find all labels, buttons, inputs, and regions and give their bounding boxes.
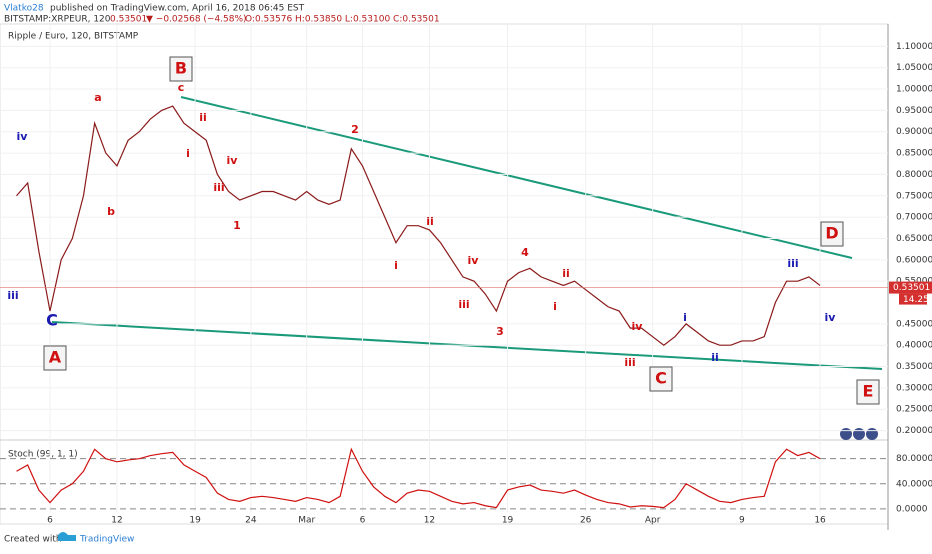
wave-label: i [394, 259, 398, 272]
y-tick-label: 0.30000 [896, 383, 932, 393]
logo [58, 532, 76, 541]
wave-label: iv [632, 320, 644, 333]
countdown-badge [899, 293, 927, 305]
wave-label: C [655, 369, 667, 388]
wave-label: E [863, 382, 874, 401]
last-price-badge [889, 281, 932, 294]
wave-label: iii [7, 289, 18, 302]
wave-label: ii [562, 267, 570, 280]
annotation-box [43, 345, 67, 371]
annotation-box [856, 379, 880, 405]
wave-label: 1 [233, 219, 241, 232]
price-line [16, 447, 821, 509]
wave-label: B [175, 59, 187, 78]
indicator-icons [840, 428, 878, 440]
footer-brand: TradingView [79, 535, 134, 545]
y-tick-label: 80.0000 [896, 454, 932, 464]
y-tick-label: 1.05000 [896, 63, 932, 73]
footer-created: Created with [4, 535, 62, 545]
author: Vlatko28 [4, 4, 44, 14]
y-tick-label: 0.80000 [896, 170, 932, 180]
x-tick-label: Mar [298, 516, 315, 526]
annotation-box [169, 56, 193, 82]
y-tick-label: 0.90000 [896, 127, 932, 137]
wave-label: i [186, 147, 190, 160]
y-tick-label: 0.35000 [896, 362, 932, 372]
last: 0.53501 [110, 15, 147, 25]
countdown: 14.25 [903, 295, 929, 305]
y-tick-label: 0.65000 [896, 234, 932, 244]
y-tick-label: 0.20000 [896, 426, 932, 436]
x-tick-label: 6 [360, 516, 366, 526]
y-tick-label: 0.60000 [896, 255, 932, 265]
x-tick-label: 6 [47, 516, 53, 526]
y-tick-label: 0.0000 [896, 504, 928, 514]
y-tick-label: 0.45000 [896, 319, 932, 329]
wave-label: a [94, 91, 101, 104]
x-tick-label: 24 [245, 516, 257, 526]
y-tick-label: 0.40000 [896, 341, 932, 351]
wave-label: A [49, 348, 62, 367]
annotation-box [820, 221, 844, 247]
x-tick-label: Apr [645, 516, 661, 526]
chart-title: Ripple / Euro, 120, BITSTAMP [8, 32, 139, 42]
wave-label: i [683, 311, 687, 324]
y-tick-label: 0.75000 [896, 191, 932, 201]
chart-frame [0, 23, 889, 525]
y-tick-label: 0.95000 [896, 106, 932, 116]
symbol: BITSTAMP:XRPEUR, 120 [4, 15, 111, 25]
wave-label: iii [787, 257, 798, 270]
x-tick-label: 16 [814, 516, 826, 526]
wave-label: 3 [496, 325, 504, 338]
wave-label: iv [17, 130, 29, 143]
wave-label: iv [825, 311, 837, 324]
change: ▼ −0.02568 (−4.58%) [146, 15, 247, 25]
wave-label: iv [227, 154, 239, 167]
trend-line-upper [180, 96, 853, 259]
last-price-label: 0.53501 [893, 283, 930, 293]
x-tick-label: 19 [502, 516, 514, 526]
ohlc: O:0.53576 H:0.53850 L:0.53100 C:0.53501 [245, 15, 440, 25]
y-tick-label: 0.25000 [896, 405, 932, 415]
wave-label: iii [213, 181, 224, 194]
annotation-box [649, 366, 673, 392]
wave-label: ii [426, 215, 434, 228]
wave-label: b [107, 205, 115, 218]
x-tick-label: 12 [111, 516, 122, 526]
y-tick-label: 1.00000 [896, 85, 932, 95]
wave-label: i [553, 300, 557, 313]
wave-label: c [178, 81, 185, 94]
wave-label: 4 [521, 246, 529, 259]
wave-label: iv [468, 254, 480, 267]
x-tick-label: 26 [580, 516, 592, 526]
price-line [16, 105, 821, 346]
x-tick-label: 9 [739, 516, 745, 526]
wave-label: ii [199, 111, 207, 124]
y-tick-label: 0.85000 [896, 149, 932, 159]
wave-label: D [825, 224, 838, 243]
wave-label: ii [711, 351, 719, 364]
x-tick-label: 12 [424, 516, 435, 526]
x-tick-label: 19 [189, 516, 201, 526]
stoch-title: Stoch (99, 1, 1) [8, 450, 78, 460]
published: published on TradingView.com, April 16, … [50, 4, 305, 14]
wave-label: iii [624, 356, 635, 369]
wave-label: C [46, 311, 58, 330]
y-tick-label: 0.70000 [896, 213, 932, 223]
wave-label: 2 [351, 123, 359, 136]
y-tick-label: 40.0000 [896, 479, 932, 489]
y-tick-label: 1.10000 [896, 42, 932, 52]
wave-label: iii [458, 298, 469, 311]
